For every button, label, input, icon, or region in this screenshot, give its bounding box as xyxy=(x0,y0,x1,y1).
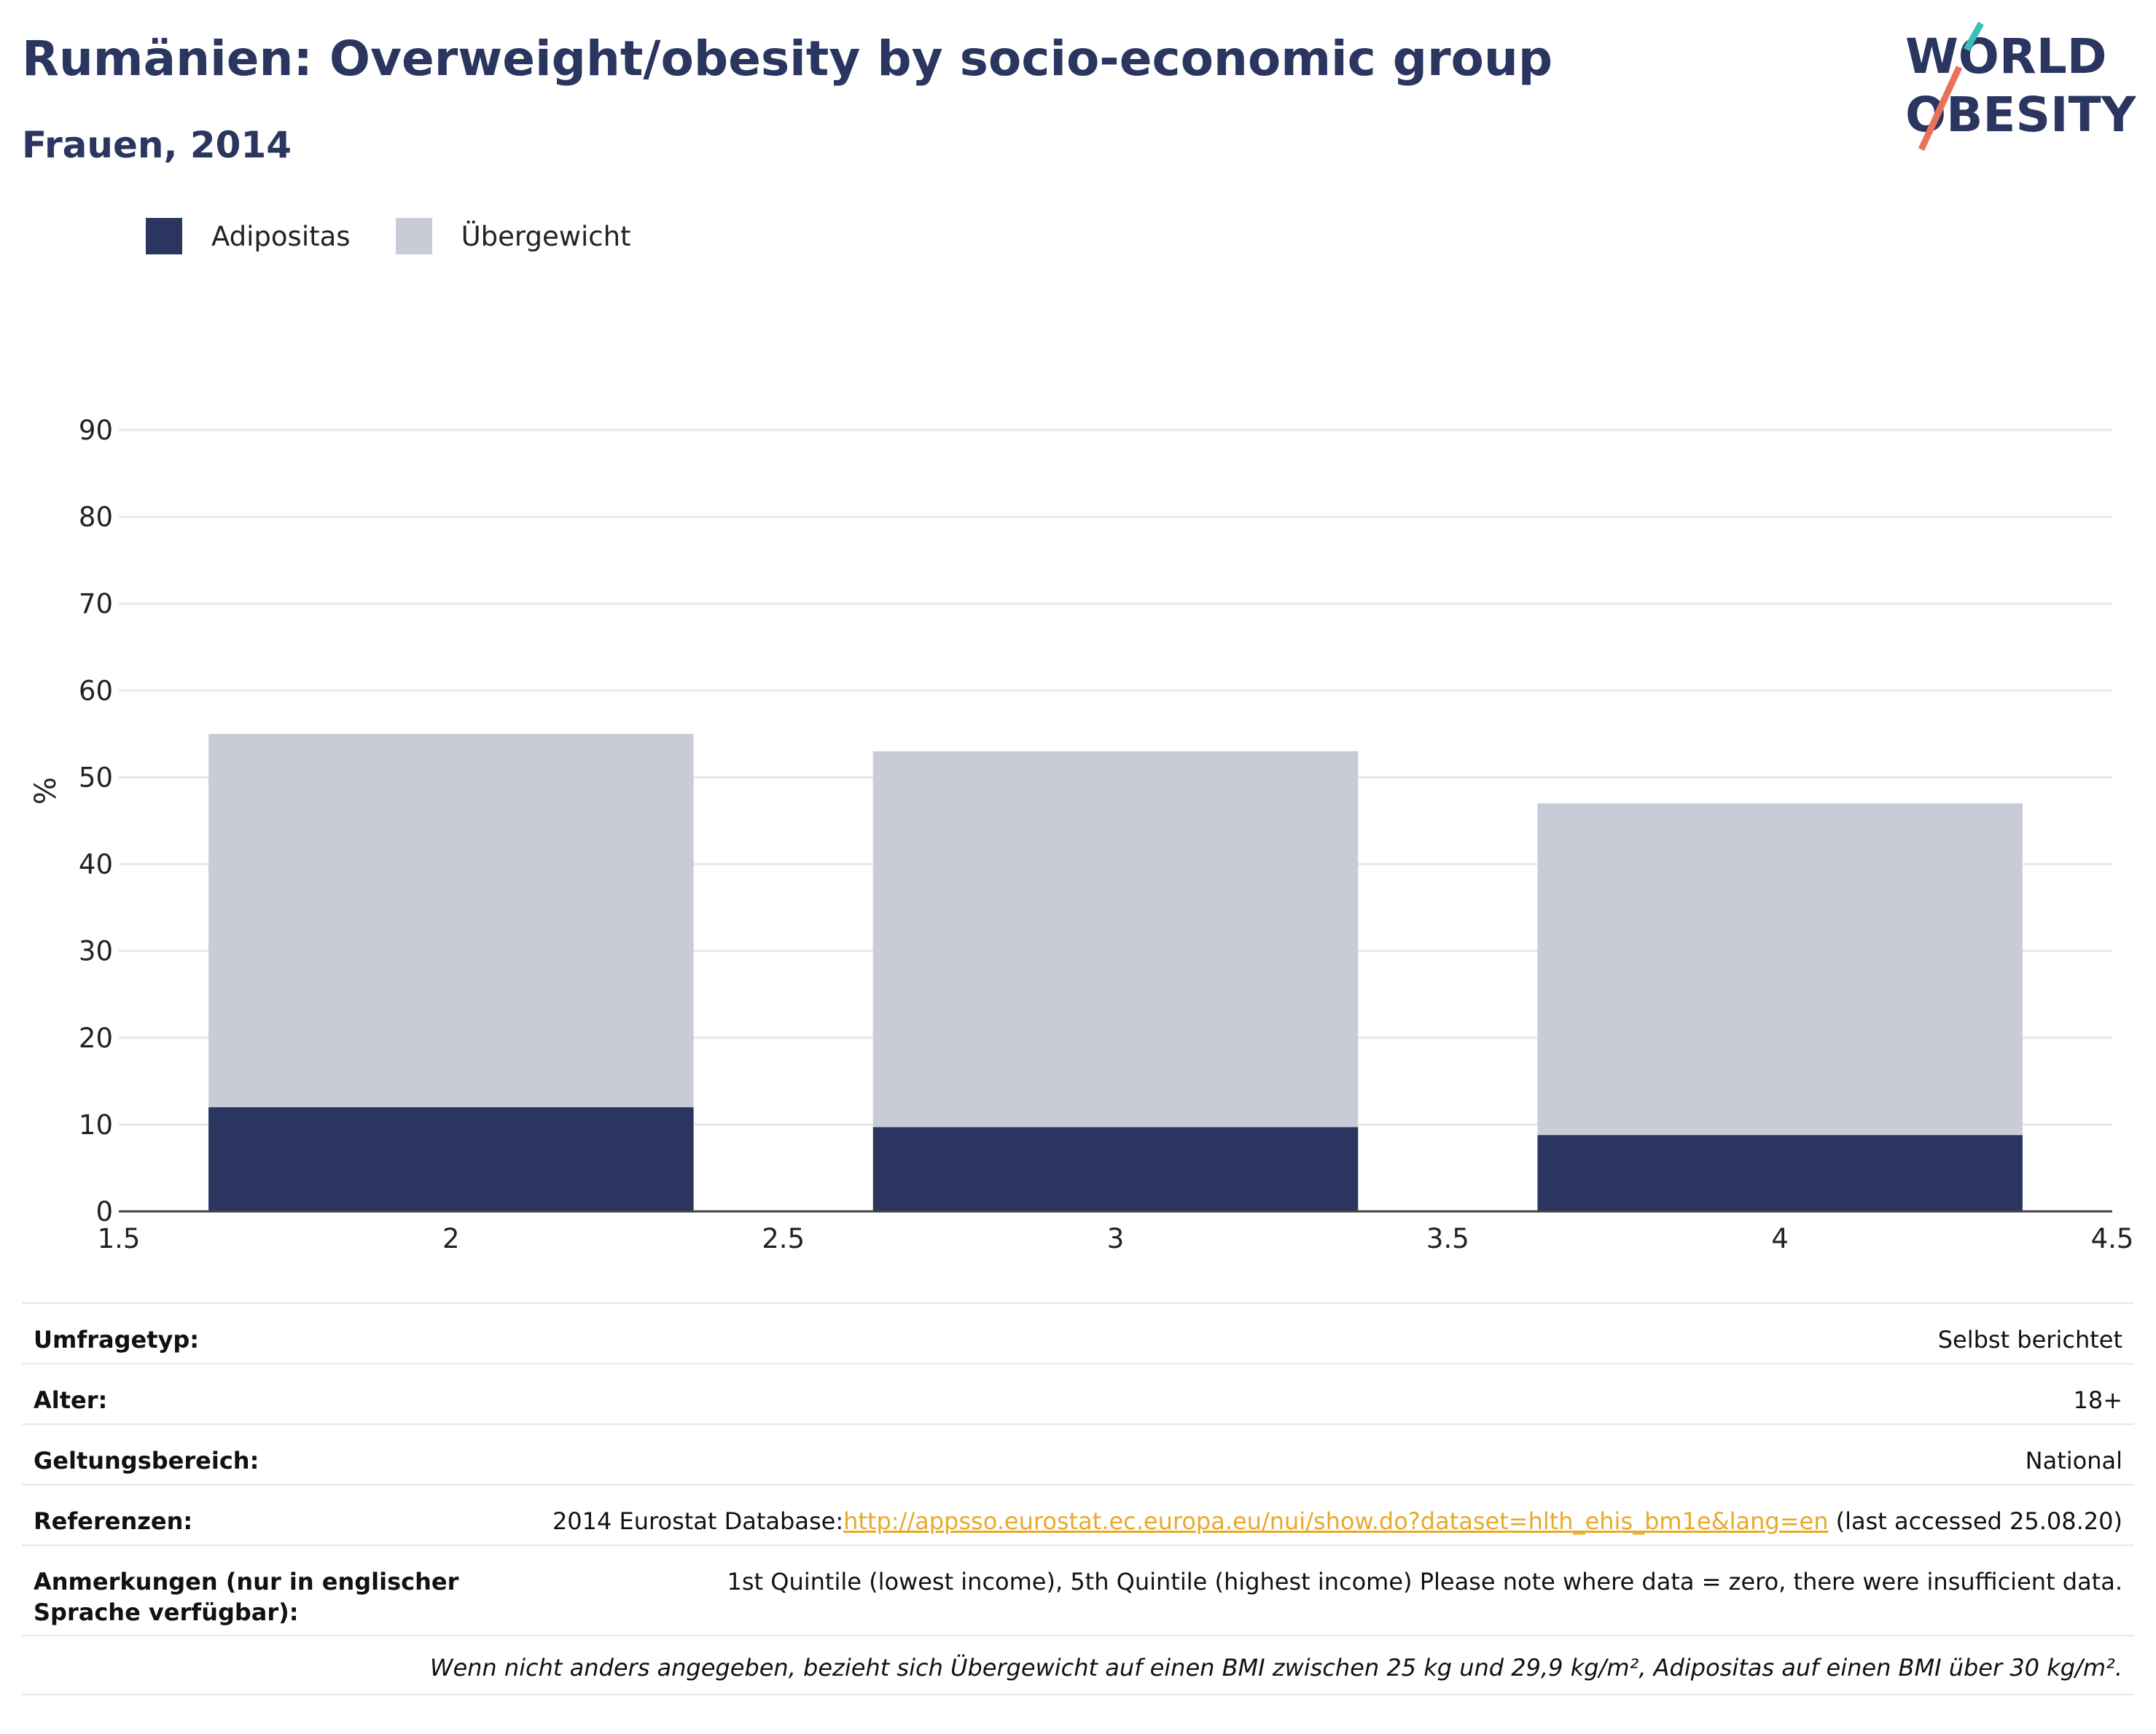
legend-item-overweight[interactable]: Übergewicht xyxy=(395,218,631,254)
x-tick-label: 4.5 xyxy=(2091,1223,2134,1254)
logo-coral-slash xyxy=(1918,66,1963,151)
info-row-survey-type: Umfragetyp: Selbst berichtet xyxy=(22,1303,2134,1363)
info-value: 2014 Eurostat Database:http://appsso.eur… xyxy=(552,1506,2122,1536)
axes: 0 10 20 30 40 50 60 70 80 90 1.5 2 2.5 3 3.5 4 4.5 xyxy=(79,415,2134,1254)
y-tick-label: 10 xyxy=(79,1109,113,1141)
legend-label-overweight: Übergewicht xyxy=(461,220,631,252)
info-row-references: Referenzen: 2014 Eurostat Database:http:… xyxy=(22,1484,2134,1544)
logo-teal-slash xyxy=(1964,22,1984,52)
bar-obesity[interactable] xyxy=(208,1107,694,1211)
x-tick-label: 1.5 xyxy=(98,1223,141,1254)
info-key: Referenzen: xyxy=(34,1507,193,1535)
y-tick-label: 80 xyxy=(79,501,113,533)
y-tick-label: 0 xyxy=(95,1196,113,1227)
info-value: 18+ xyxy=(2073,1386,2122,1414)
legend-label-obesity: Adipositas xyxy=(211,220,351,252)
info-key: Umfragetyp: xyxy=(34,1326,200,1354)
bar-obesity[interactable] xyxy=(872,1127,1359,1211)
reference-suffix: (last accessed 25.08.20) xyxy=(1828,1507,2122,1535)
info-table: Umfragetyp: Selbst berichtet Alter: 18+ … xyxy=(22,1303,2134,1695)
bar-overweight[interactable] xyxy=(872,751,1359,1128)
bar-chart: 0 10 20 30 40 50 60 70 80 90 1.5 2 2.5 3 3.5 4 4.5 % xyxy=(29,415,2134,1254)
reference-link[interactable]: http://appsso.eurostat.ec.europa.eu/nui/… xyxy=(843,1507,1829,1535)
bars xyxy=(208,733,2023,1211)
logo-line-1: WORLD xyxy=(1905,28,2107,85)
y-tick-label: 60 xyxy=(79,675,113,706)
legend-swatch-overweight xyxy=(395,218,432,254)
info-key: Geltungsbereich: xyxy=(34,1447,259,1475)
y-tick-label: 90 xyxy=(79,415,113,446)
y-axis-title: % xyxy=(29,777,63,805)
info-row-age: Alter: 18+ xyxy=(22,1363,2134,1423)
world-obesity-logo: WORLD OBESITY xyxy=(1905,22,2137,151)
legend-swatch-obesity xyxy=(146,218,182,254)
bmi-footnote: Wenn nicht anders angegeben, bezieht sic… xyxy=(22,1635,2134,1695)
page-title: Rumänien: Overweight/obesity by socio-ec… xyxy=(22,31,1553,87)
y-tick-label: 20 xyxy=(79,1023,113,1054)
y-tick-label: 50 xyxy=(79,762,113,793)
y-tick-label: 40 xyxy=(79,849,113,880)
bar-overweight[interactable] xyxy=(208,733,694,1108)
x-tick-label: 2.5 xyxy=(762,1223,805,1254)
info-value: National xyxy=(2025,1447,2122,1475)
reference-prefix: 2014 Eurostat Database: xyxy=(552,1507,844,1535)
info-row-notes: Anmerkungen (nur in englischer Sprache v… xyxy=(22,1544,2134,1635)
y-tick-label: 30 xyxy=(79,936,113,967)
legend: Adipositas Übergewicht xyxy=(146,216,676,257)
info-value: Selbst berichtet xyxy=(1937,1326,2122,1354)
bar-overweight[interactable] xyxy=(1537,803,2023,1136)
info-value: 1st Quintile (lowest income), 5th Quinti… xyxy=(727,1568,2123,1596)
x-tick-label: 3.5 xyxy=(1426,1223,1469,1254)
legend-item-obesity[interactable]: Adipositas xyxy=(146,218,351,254)
x-tick-label: 2 xyxy=(442,1223,460,1254)
bar-obesity[interactable] xyxy=(1537,1135,2023,1211)
info-row-scope: Geltungsbereich: National xyxy=(22,1423,2134,1484)
info-key: Alter: xyxy=(34,1386,108,1414)
info-key: Anmerkungen (nur in englischer Sprache v… xyxy=(34,1568,459,1626)
page-subtitle: Frauen, 2014 xyxy=(22,124,292,166)
y-tick-label: 70 xyxy=(79,588,113,620)
x-tick-label: 3 xyxy=(1107,1223,1125,1254)
x-tick-label: 4 xyxy=(1771,1223,1789,1254)
